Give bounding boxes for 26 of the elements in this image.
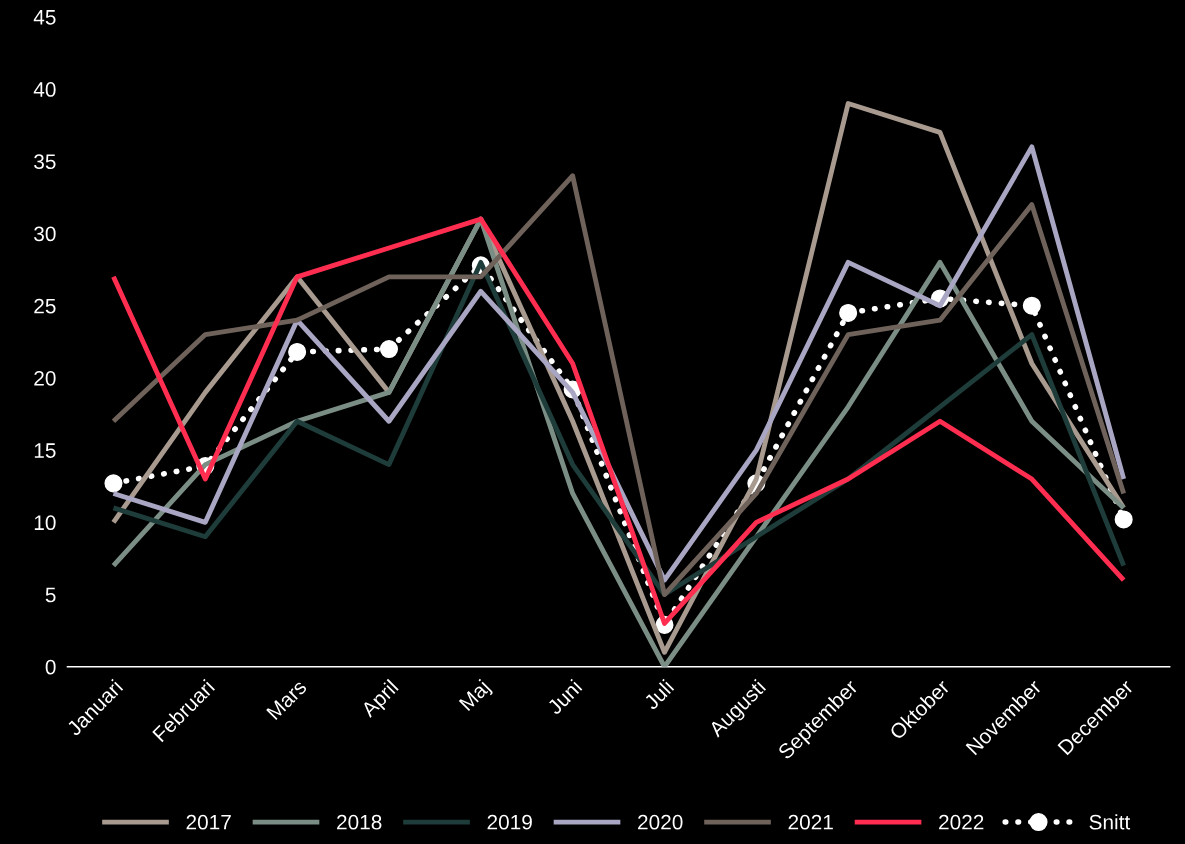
x-tick-label: Juli (642, 678, 675, 711)
point (379, 340, 399, 359)
legend-label: Snitt (1089, 814, 1131, 830)
y-tick-label: 45 (33, 10, 56, 25)
y-tick-label: 20 (34, 370, 56, 386)
x-tick-label: Juni (545, 678, 583, 716)
point (1114, 510, 1133, 529)
y-tick-label: 10 (34, 515, 56, 531)
y-tick-label: 0 (45, 659, 56, 675)
y-tick-label: 15 (34, 443, 56, 458)
legend-label: 2018 (337, 814, 382, 830)
y-tick-label: 25 (34, 298, 56, 314)
point (288, 342, 307, 361)
y-tick-label: 35 (34, 154, 56, 170)
point (1022, 296, 1041, 315)
legend-label: 2019 (487, 814, 532, 830)
y-tick-label: 30 (34, 226, 56, 242)
legend-label: 2022 (939, 814, 984, 830)
legend-label: 2021 (788, 814, 833, 830)
point (104, 474, 123, 493)
y-tick-label: 5 (45, 587, 56, 603)
y-tick-label: 40 (33, 82, 56, 97)
legend-label: 2020 (638, 814, 683, 830)
point (839, 303, 858, 322)
legend-label: 2017 (186, 814, 231, 830)
x-tick-label: Maj (458, 678, 494, 715)
